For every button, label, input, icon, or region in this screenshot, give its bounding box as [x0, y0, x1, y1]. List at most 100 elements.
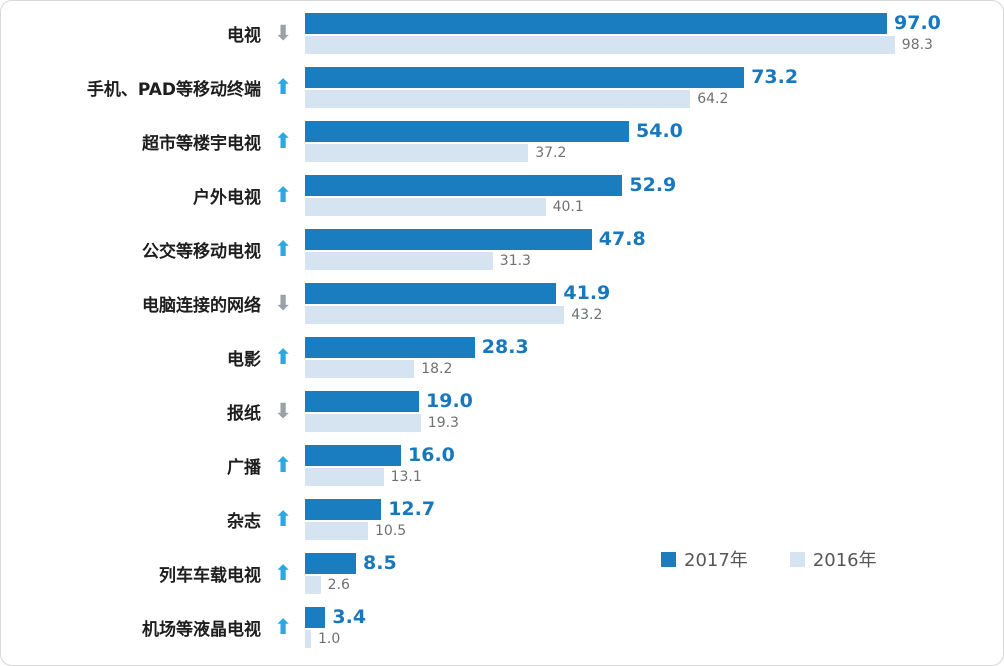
- trend-up-icon: ⬆: [274, 452, 292, 477]
- bar-2016: [305, 413, 421, 432]
- chart-row: 电视 ⬇ 97.0 98.3: [1, 6, 1003, 60]
- category-label: 列车车载电视: [159, 565, 261, 586]
- category-label: 电视: [227, 25, 261, 46]
- chart-row: 机场等液晶电视 ⬆ 3.4 1.0: [1, 600, 1003, 654]
- bar-line-2017: 97.0: [305, 12, 1003, 35]
- trend-down-icon: ⬇: [274, 290, 292, 315]
- legend-item-2016: 2016年: [789, 546, 877, 572]
- trend-down-icon: ⬇: [274, 398, 292, 423]
- bar-group: 19.0 19.3: [305, 390, 1003, 433]
- value-2017: 54.0: [636, 119, 683, 142]
- bar-2016: [305, 35, 895, 54]
- trend-down-icon: ⬇: [274, 20, 292, 45]
- value-2017: 47.8: [598, 227, 646, 250]
- value-2016: 1.0: [318, 630, 341, 647]
- bar-line-2016: 40.1: [305, 197, 1003, 217]
- category-label: 手机、PAD等移动终端: [86, 79, 261, 100]
- chart-row: 户外电视 ⬆ 52.9 40.1: [1, 168, 1003, 222]
- bar-line-2017: 52.9: [305, 174, 1003, 197]
- value-2017: 52.9: [629, 173, 677, 196]
- legend-label-2016: 2016年: [812, 550, 877, 571]
- bar-line-2017: 16.0: [305, 444, 1003, 467]
- bar-group: 28.3 18.2: [305, 336, 1003, 379]
- value-2016: 10.5: [375, 522, 407, 539]
- bar-line-2017: 3.4: [305, 606, 1003, 629]
- legend-item-2017: 2017年: [661, 546, 748, 572]
- legend-swatch-2017-icon: [661, 551, 676, 567]
- bar-group: 8.5 2.6: [305, 552, 1003, 595]
- bar-2017: [305, 390, 419, 412]
- trend-up-icon: ⬆: [274, 74, 292, 99]
- category-label: 户外电视: [193, 187, 261, 208]
- value-2016: 43.2: [571, 306, 603, 323]
- bar-group: 3.4 1.0: [305, 606, 1003, 649]
- bar-group: 73.2 64.2: [305, 66, 1003, 109]
- bar-line-2017: 8.5: [305, 552, 1003, 575]
- bar-2016: [305, 305, 565, 324]
- bar-line-2017: 73.2: [305, 66, 1003, 89]
- bar-line-2017: 19.0: [305, 390, 1003, 413]
- bar-group: 47.8 31.3: [305, 228, 1003, 271]
- trend-up-icon: ⬆: [274, 614, 292, 639]
- bar-2017: [305, 228, 592, 250]
- trend-up-icon: ⬆: [274, 128, 292, 153]
- bar-line-2016: 37.2: [305, 143, 1003, 163]
- bar-2017: [305, 444, 401, 466]
- bar-line-2017: 12.7: [305, 498, 1003, 521]
- category-label: 广播: [227, 457, 261, 478]
- category-label: 公交等移动电视: [142, 241, 261, 262]
- bar-line-2016: 2.6: [305, 575, 1003, 595]
- bar-line-2016: 43.2: [305, 305, 1003, 325]
- bar-2017: [305, 498, 382, 520]
- value-2016: 31.3: [499, 252, 531, 269]
- bar-line-2016: 18.2: [305, 359, 1003, 379]
- chart-row: 杂志 ⬆ 12.7 10.5: [1, 492, 1003, 546]
- bar-group: 12.7 10.5: [305, 498, 1003, 541]
- category-label: 机场等液晶电视: [142, 619, 261, 640]
- trend-up-icon: ⬆: [274, 182, 292, 207]
- value-2016: 64.2: [697, 90, 729, 107]
- value-2017: 12.7: [388, 497, 436, 520]
- chart-legend: 2017年 2016年: [661, 546, 919, 572]
- chart-row: 列车车载电视 ⬆ 8.5 2.6: [1, 546, 1003, 600]
- bar-2016: [305, 251, 493, 270]
- bar-line-2016: 64.2: [305, 89, 1003, 109]
- value-2017: 28.3: [481, 335, 529, 358]
- value-2017: 41.9: [563, 281, 611, 304]
- category-label: 电脑连接的网络: [142, 295, 261, 316]
- value-2016: 13.1: [390, 468, 422, 485]
- value-2016: 19.3: [427, 414, 459, 431]
- bar-line-2017: 54.0: [305, 120, 1003, 143]
- bar-2017: [305, 336, 475, 358]
- value-2016: 2.6: [327, 576, 350, 593]
- bar-line-2016: 19.3: [305, 413, 1003, 433]
- bar-line-2017: 47.8: [305, 228, 1003, 251]
- bar-2016: [305, 629, 311, 648]
- value-2016: 37.2: [535, 144, 567, 161]
- bar-2017: [305, 282, 557, 304]
- bar-2016: [305, 575, 321, 594]
- bar-group: 97.0 98.3: [305, 12, 1003, 55]
- bar-2017: [305, 66, 745, 88]
- bar-line-2016: 98.3: [305, 35, 1003, 55]
- bar-line-2016: 31.3: [305, 251, 1003, 271]
- chart-row: 超市等楼宇电视 ⬆ 54.0 37.2: [1, 114, 1003, 168]
- category-label: 报纸: [227, 403, 261, 424]
- bar-line-2017: 28.3: [305, 336, 1003, 359]
- bar-line-2017: 41.9: [305, 282, 1003, 305]
- bar-group: 41.9 43.2: [305, 282, 1003, 325]
- bar-2017: [305, 552, 356, 574]
- value-2017: 3.4: [332, 605, 367, 628]
- bar-2017: [305, 174, 623, 196]
- bar-2016: [305, 197, 546, 216]
- value-2017: 8.5: [363, 551, 397, 574]
- legend-swatch-2016-icon: [789, 551, 805, 567]
- legend-label-2017: 2017年: [684, 550, 748, 571]
- value-2017: 19.0: [426, 389, 473, 412]
- value-2017: 73.2: [751, 65, 799, 88]
- bar-2016: [305, 467, 384, 486]
- bar-line-2016: 13.1: [305, 467, 1003, 487]
- trend-up-icon: ⬆: [274, 344, 292, 369]
- bar-group: 16.0 13.1: [305, 444, 1003, 487]
- bar-line-2016: 10.5: [305, 521, 1003, 541]
